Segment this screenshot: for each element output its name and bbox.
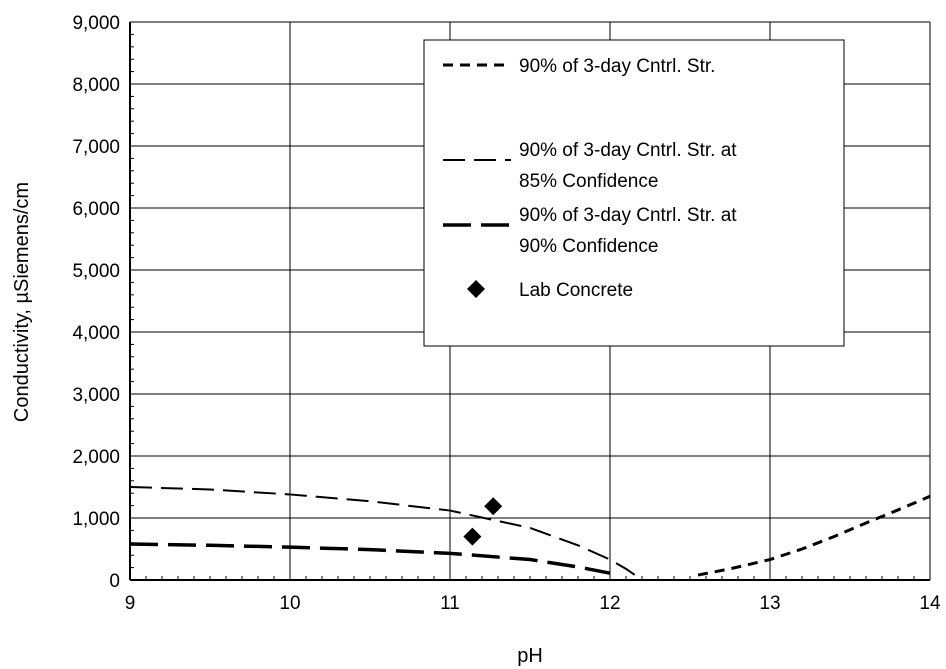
axes [129,21,931,581]
y-tick-label: 3,000 [72,385,120,406]
x-tick-label: 14 [919,593,941,614]
series-line-2 [129,486,643,581]
series-line-1 [697,494,931,577]
data-point-lab-concrete [463,527,482,546]
series-layer [129,486,931,581]
legend-label-1: 90% of 3-day Cntrl. Str. [519,56,715,77]
x-tick-label: 11 [440,593,460,614]
y-axis-label: Conductivity, µSiemens/cm [11,182,33,422]
x-axis-label: pH [517,645,543,667]
y-tick-label: 5,000 [72,261,120,282]
y-tick-label: 6,000 [72,199,120,220]
data-point-lab-concrete [484,497,503,516]
legend-swatch-lab-concrete [467,280,485,298]
legend-label-3: 90% of 3-day Cntrl. Str. at 90% Confidenc… [519,205,737,257]
x-tick-label: 10 [279,593,300,614]
legend: 90% of 3-day Cntrl. Str. 90% of 3-day Cnt… [423,39,845,347]
legend-label-line: 85% Confidence [519,171,658,192]
y-tick-label: 9,000 [72,13,120,34]
legend-label-2: 90% of 3-day Cntrl. Str. at 85% Confidenc… [519,140,737,192]
series-line-3 [129,542,611,575]
y-tick-label: 7,000 [72,137,120,158]
x-tick-label: 9 [125,593,136,614]
y-tick-label: 0 [109,571,120,592]
legend-label-4: Lab Concrete [519,280,633,301]
legend-label-line: 90% Confidence [519,236,658,257]
legend-label-line: 90% of 3-day Cntrl. Str. at [519,140,737,161]
x-tick-label: 13 [759,593,780,614]
legend-label-line: 90% of 3-day Cntrl. Str. at [519,205,737,226]
y-tick-label: 8,000 [72,75,120,96]
y-tick-label: 1,000 [72,509,120,530]
y-tick-label: 4,000 [72,323,120,344]
x-tick-label: 12 [599,593,620,614]
tick-labels: 0 1,000 2,000 3,000 4,000 5,000 6,000 7,000 8,00… [72,13,941,614]
legend-box [423,39,845,347]
y-tick-label: 2,000 [72,447,120,468]
